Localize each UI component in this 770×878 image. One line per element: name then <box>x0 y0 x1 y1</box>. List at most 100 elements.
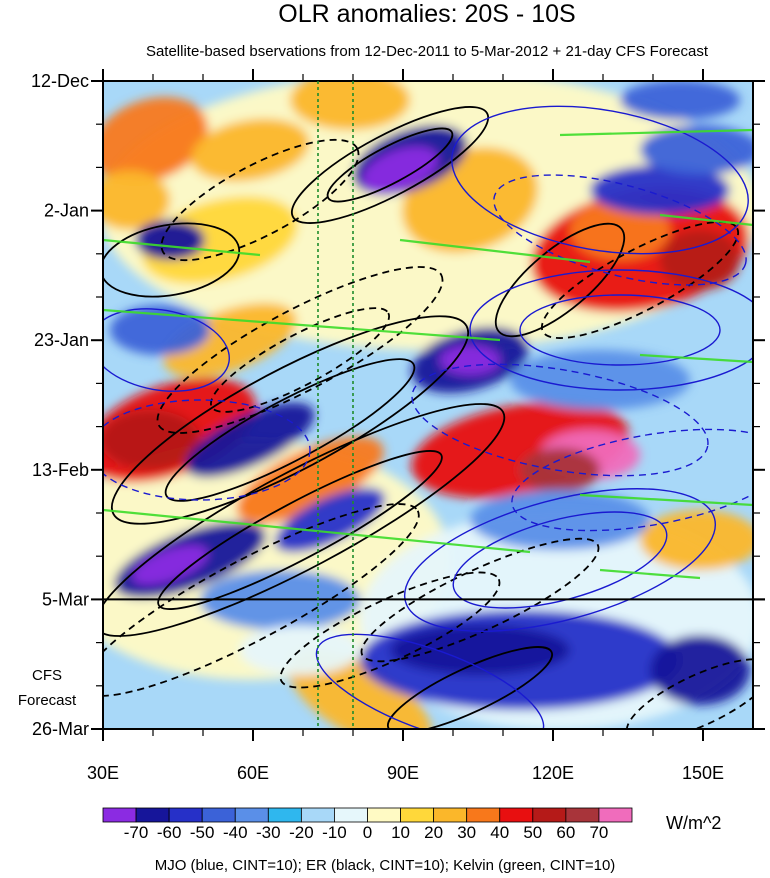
colorbar-box <box>499 807 534 823</box>
kelvin-contour <box>659 213 753 227</box>
x-tick-label: 150E <box>682 763 724 783</box>
mjo-contour <box>451 105 749 255</box>
y-tick-label: 13-Feb <box>32 460 89 480</box>
anomaly-patch <box>103 97 209 183</box>
colorbar-tick-label: -40 <box>223 823 248 842</box>
er-contour <box>625 658 753 729</box>
mjo-contour <box>315 633 545 729</box>
colorbar-box <box>367 807 401 823</box>
mjo-contour <box>519 294 721 366</box>
mjo-contour <box>469 269 753 391</box>
er-contour <box>290 106 490 224</box>
er-contour <box>157 450 443 610</box>
colorbar-box <box>433 807 468 823</box>
x-axis: 30E 60E 90E 120E 150E <box>87 69 724 783</box>
colorbar-box <box>334 807 368 823</box>
mjo-contour <box>493 174 747 286</box>
anomaly-patch <box>361 146 439 194</box>
mjo-contour <box>411 363 709 477</box>
er-contour <box>326 127 454 203</box>
colorbar-box <box>168 807 203 823</box>
colorbar: -70 -60 -50 -40 -30 -20 -10 0 10 20 30 40 50 60 70 <box>102 807 633 842</box>
er-contour <box>164 358 416 502</box>
mjo-contour <box>103 399 311 501</box>
anomaly-patch <box>288 649 432 729</box>
colorbar-tick-label: 30 <box>457 823 476 842</box>
plot-area <box>103 81 753 729</box>
x-tick-label: 120E <box>532 763 574 783</box>
mjo-contour <box>403 488 717 632</box>
anomaly-patch <box>510 350 690 410</box>
colorbar-box <box>234 807 269 823</box>
er-contour <box>160 138 360 262</box>
er-contour <box>210 307 390 413</box>
colorbar-box <box>135 807 170 823</box>
anomaly-patch <box>135 220 205 260</box>
colorbar-tick-label: -10 <box>322 823 347 842</box>
anomaly-patch <box>660 230 740 290</box>
colorbar-tick-label: -70 <box>124 823 149 842</box>
colorbar-box <box>598 807 633 823</box>
colorbar-box <box>267 807 302 823</box>
colorbar-box <box>102 807 137 823</box>
y-axis: 12-Dec 2-Jan 23-Jan 13-Feb 5-Mar 26-Mar <box>31 71 765 739</box>
er-contour <box>156 266 444 434</box>
anomaly-patch <box>390 625 570 675</box>
kelvin-contour <box>639 353 753 364</box>
reference-lines <box>103 81 765 729</box>
er-contour <box>279 571 501 689</box>
anomaly-patch <box>185 402 315 478</box>
kelvin-contour <box>579 493 753 507</box>
y-tick-label: 26-Mar <box>32 719 89 739</box>
anomaly-patch <box>103 410 200 470</box>
anomaly-patch <box>650 635 750 705</box>
colorbar-unit: W/m^2 <box>666 813 721 833</box>
x-tick-label: 90E <box>387 763 419 783</box>
anomaly-patch <box>640 125 753 175</box>
forecast-label-line1: CFS <box>32 667 62 684</box>
chart-title: OLR anomalies: 20S - 10S <box>278 0 575 28</box>
anomaly-patch <box>103 170 170 230</box>
colorbar-tick-label: -20 <box>289 823 314 842</box>
anomaly-patch <box>110 305 210 355</box>
kelvin-contour <box>103 238 261 257</box>
er-contour <box>110 315 470 525</box>
colorbar-tick-label: 10 <box>391 823 410 842</box>
anomaly-patch <box>290 81 410 130</box>
legend-text: MJO (blue, CINT=10); ER (black, CINT=10)… <box>155 857 616 874</box>
y-tick-label: 5-Mar <box>42 589 89 609</box>
colorbar-tick-label: -50 <box>190 823 215 842</box>
y-tick-label: 23-Jan <box>34 330 89 350</box>
anomaly-patch <box>240 625 360 675</box>
anomaly-patch <box>470 490 650 550</box>
er-contour <box>103 503 420 697</box>
y-tick-label: 2-Jan <box>44 201 89 221</box>
anomaly-patch <box>190 118 310 182</box>
forecast-label-line2: Forecast <box>18 692 77 709</box>
anomaly-patch <box>142 196 298 284</box>
colorbar-tick-label: -30 <box>256 823 281 842</box>
colorbar-tick-label: 0 <box>363 823 372 842</box>
kelvin-contour <box>559 128 753 137</box>
colorbar-box <box>532 807 567 823</box>
colorbar-box <box>565 807 600 823</box>
kelvin-contour <box>599 568 701 580</box>
plot-frame <box>102 80 754 730</box>
colorbar-box <box>400 807 435 823</box>
anomaly-patch <box>620 81 740 120</box>
colorbar-tick-label: 40 <box>490 823 509 842</box>
anomaly-patch <box>640 510 753 570</box>
colorbar-box <box>466 807 501 823</box>
mjo-contour <box>103 308 230 392</box>
colorbar-tick-label: 50 <box>523 823 542 842</box>
er-contour <box>103 403 506 637</box>
anomaly-patch <box>590 165 730 215</box>
anomaly-patch <box>132 545 208 585</box>
colorbar-tick-label: 20 <box>424 823 443 842</box>
x-tick-label: 60E <box>237 763 269 783</box>
colorbar-tick-label: -60 <box>157 823 182 842</box>
y-tick-label: 12-Dec <box>31 71 89 91</box>
colorbar-tick-label: 70 <box>589 823 608 842</box>
kelvin-contour <box>103 508 531 554</box>
